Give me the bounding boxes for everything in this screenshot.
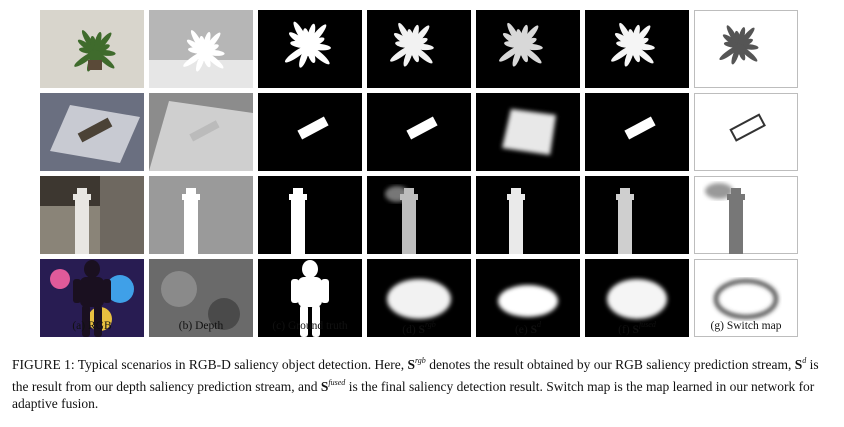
column-label-prefix: (f) [618,324,630,336]
column-label: (g) Switch map [694,320,798,336]
caption-sup-rgb: rgb [414,356,426,365]
thumbnail-object-on-table-5 [476,93,580,171]
caption-sup-fused: fused [328,377,346,387]
thumbnail-tower-5 [476,176,580,254]
column-label-text: RGB [87,320,112,332]
caption-sup-d: d [802,356,807,365]
column-label-prefix: (d) [402,324,416,336]
caption-symbol-s-d: S [794,357,803,372]
column-label: (f) Sfused [585,320,689,336]
column-label-text: S [530,324,538,336]
thumbnail-figure-at-night-6 [585,259,689,337]
column-label-text: S [418,324,425,336]
caption-text-1: FIGURE 1: Typical scenarios in RGB-D sal… [12,357,408,372]
thumbnail-object-on-table-6 [585,93,689,171]
column-label: (e) Sd [476,320,580,336]
caption-text-4: is the final saliency detection result. … [12,378,815,412]
column-label-text: S [632,324,639,336]
caption-text-2: denotes the result obtained by our RGB s… [425,357,795,372]
thumbnail-plant-4 [367,10,471,88]
column-label-text: Ground truth [287,320,348,332]
thumbnail-figure-at-night-3 [258,259,362,337]
thumbnail-figure-at-night-7 [694,259,798,337]
caption-symbol-s-rgb: S [407,357,415,372]
caption-text-3: is the result from our depth saliency pr… [12,357,819,394]
thumbnail-tower-2 [149,176,253,254]
thumbnail-plant-1 [40,10,144,88]
column-label-sup: fused [638,320,656,329]
column-label: (d) Srgb [367,320,471,336]
thumbnail-tower-4 [367,176,471,254]
thumbnail-object-on-table-1 [40,93,144,171]
thumbnail-figure-at-night-2 [149,259,253,337]
thumbnail-tower-1 [40,176,144,254]
thumbnail-figure-at-night-1 [40,259,144,337]
column-label-prefix: (a) [72,320,86,332]
thumbnail-object-on-table-2 [149,93,253,171]
thumbnail-object-on-table-3 [258,93,362,171]
thumbnail-plant-3 [258,10,362,88]
column-label: (a) RGB [40,320,144,336]
caption-symbol-s-fused: S [320,378,329,394]
column-label-text: Switch map [726,320,782,332]
thumbnail-figure-at-night-5 [476,259,580,337]
thumbnail-tower-6 [585,176,689,254]
thumbnail-object-on-table-7 [694,93,798,171]
column-label: (b) Depth [149,320,253,336]
column-label-prefix: (g) [710,320,724,332]
column-label: (c) Ground truth [258,320,362,336]
thumbnail-figure-at-night-4 [367,259,471,337]
column-labels: (a) RGB (b) Depth (c) Ground truth (d) Srgb… [40,320,798,336]
thumbnail-plant-2 [149,10,253,88]
column-label-sup: rgb [424,320,436,329]
column-label-prefix: (b) [178,320,193,332]
thumbnail-plant-6 [585,10,689,88]
thumbnail-tower-3 [258,176,362,254]
thumbnail-plant-5 [476,10,580,88]
column-label-prefix: (c) [272,320,286,332]
column-label-sup: d [537,320,542,329]
thumbnail-object-on-table-4 [367,93,471,171]
figure-image-grid [40,10,798,337]
column-label-text: Depth [195,320,224,332]
thumbnail-plant-7 [694,10,798,88]
figure-caption: FIGURE 1: Typical scenarios in RGB-D sal… [12,352,838,413]
thumbnail-tower-7 [694,176,798,254]
column-label-prefix: (e) [514,324,528,336]
